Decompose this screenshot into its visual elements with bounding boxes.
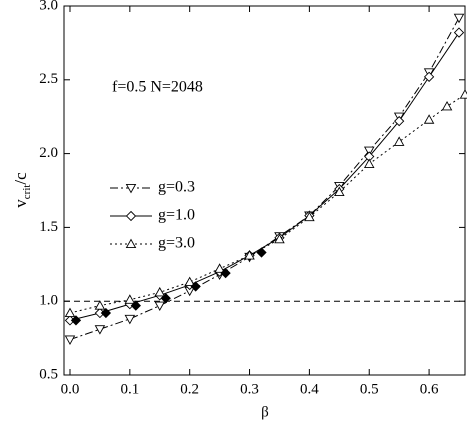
legend-label: g=0.3 bbox=[158, 179, 195, 196]
x-tick-label: 0.4 bbox=[300, 381, 319, 397]
marker bbox=[455, 28, 464, 37]
marker bbox=[65, 309, 74, 317]
marker bbox=[71, 316, 80, 325]
marker bbox=[125, 315, 134, 323]
marker bbox=[155, 302, 164, 310]
plot-frame bbox=[64, 6, 465, 375]
marker bbox=[461, 90, 467, 98]
x-tick-label: 0.1 bbox=[120, 381, 139, 397]
marker bbox=[443, 102, 452, 110]
x-tick-label: 0.0 bbox=[61, 381, 80, 397]
x-tick-label: 0.2 bbox=[180, 381, 199, 397]
x-tick-label: 0.6 bbox=[420, 381, 439, 397]
y-tick-label: 1.0 bbox=[39, 293, 58, 309]
annotation: f=0.5 N=2048 bbox=[112, 79, 203, 96]
y-tick-label: 2.5 bbox=[39, 71, 58, 87]
series-line bbox=[70, 18, 459, 340]
marker bbox=[455, 14, 464, 22]
legend-marker bbox=[127, 240, 136, 248]
y-tick-label: 2.0 bbox=[39, 145, 58, 161]
x-axis-label: β bbox=[261, 404, 269, 420]
y-axis-label: vcrit/c bbox=[11, 172, 33, 208]
series-line bbox=[70, 95, 465, 313]
legend-label: g=3.0 bbox=[158, 235, 195, 252]
marker bbox=[395, 137, 404, 145]
x-tick-label: 0.5 bbox=[360, 381, 379, 397]
y-label-sub: crit bbox=[21, 185, 33, 200]
marker bbox=[125, 295, 134, 303]
y-tick-label: 0.5 bbox=[39, 366, 58, 382]
marker bbox=[155, 288, 164, 296]
marker bbox=[95, 301, 104, 309]
marker bbox=[95, 326, 104, 334]
marker bbox=[425, 72, 434, 81]
legend-label: g=1.0 bbox=[158, 207, 195, 224]
y-tick-label: 3.0 bbox=[39, 0, 58, 13]
x-tick-label: 0.3 bbox=[240, 381, 259, 397]
marker bbox=[425, 115, 434, 123]
series-line bbox=[70, 33, 459, 321]
marker bbox=[257, 248, 266, 257]
legend-marker bbox=[127, 212, 136, 221]
y-label-suffix: /c bbox=[11, 172, 30, 185]
marker bbox=[65, 336, 74, 344]
y-tick-label: 1.5 bbox=[39, 219, 58, 235]
